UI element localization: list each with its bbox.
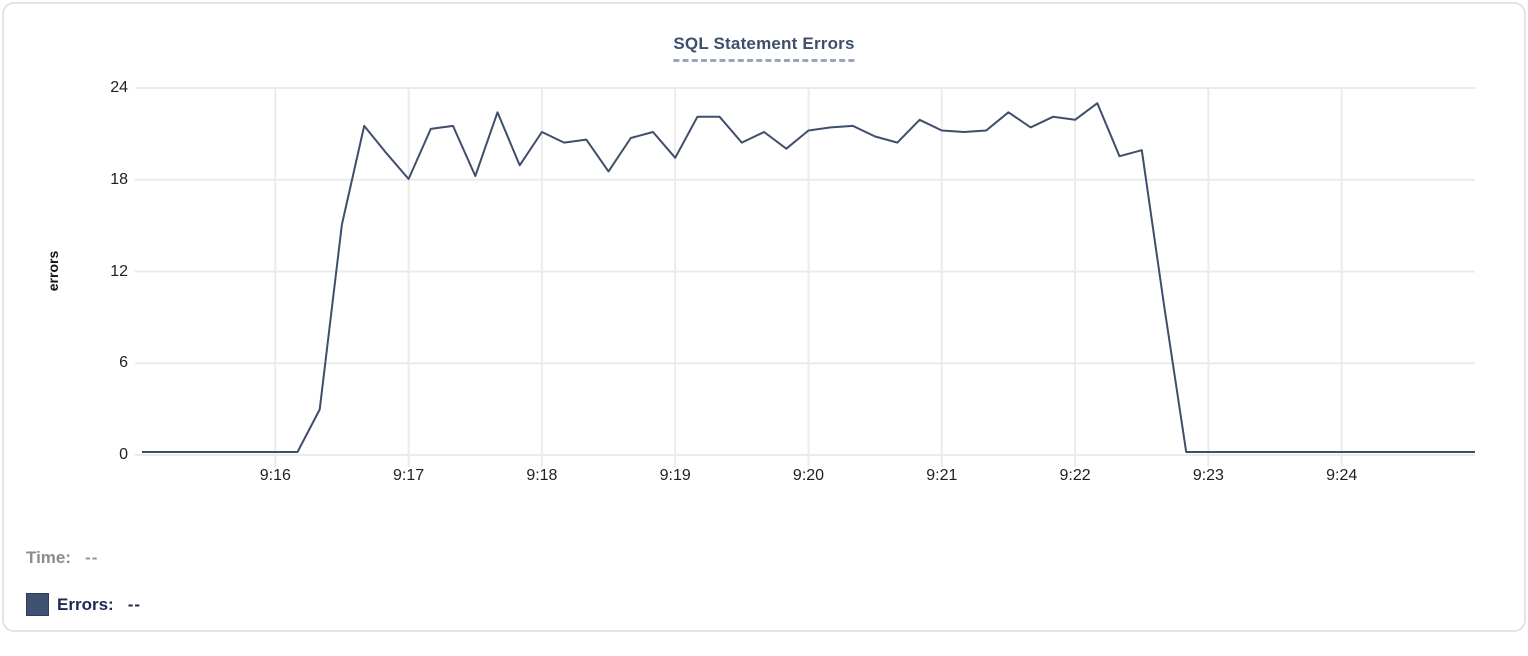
y-tick-label: 24	[110, 79, 128, 96]
time-readout-value: --	[85, 548, 99, 567]
time-readout-label: Time:	[26, 548, 72, 567]
chart-title[interactable]: SQL Statement Errors	[673, 34, 855, 62]
x-tick-label: 9:20	[792, 467, 825, 484]
chart-card: SQL Statement Errors errors 0 6 12 18 24 9:1…	[2, 2, 1526, 632]
x-tick-label: 9:16	[259, 467, 291, 484]
tooltip-time-row: Time: --	[26, 548, 98, 568]
x-tick-label: 9:18	[526, 467, 558, 484]
x-tick-label: 9:24	[1326, 467, 1358, 484]
x-tick-label: 9:21	[926, 467, 958, 484]
x-tick-label: 9:23	[1192, 467, 1224, 484]
y-tick-label: 0	[119, 446, 128, 463]
errors-readout-value: --	[127, 594, 142, 614]
tooltip-errors-row: Errors: --	[26, 593, 141, 616]
y-tick-label: 6	[119, 354, 128, 372]
line-chart-plot-area[interactable]	[4, 4, 1528, 656]
x-tick-label: 9:17	[393, 467, 425, 484]
x-tick-label: 9:22	[1059, 467, 1091, 484]
y-tick-label: 12	[110, 262, 128, 280]
errors-readout-label: Errors:	[57, 594, 114, 614]
errors-series-swatch-icon	[26, 593, 49, 616]
x-tick-label: 9:19	[659, 467, 691, 484]
errors-series-line[interactable]	[142, 102, 1475, 453]
y-tick-label: 18	[110, 170, 128, 188]
